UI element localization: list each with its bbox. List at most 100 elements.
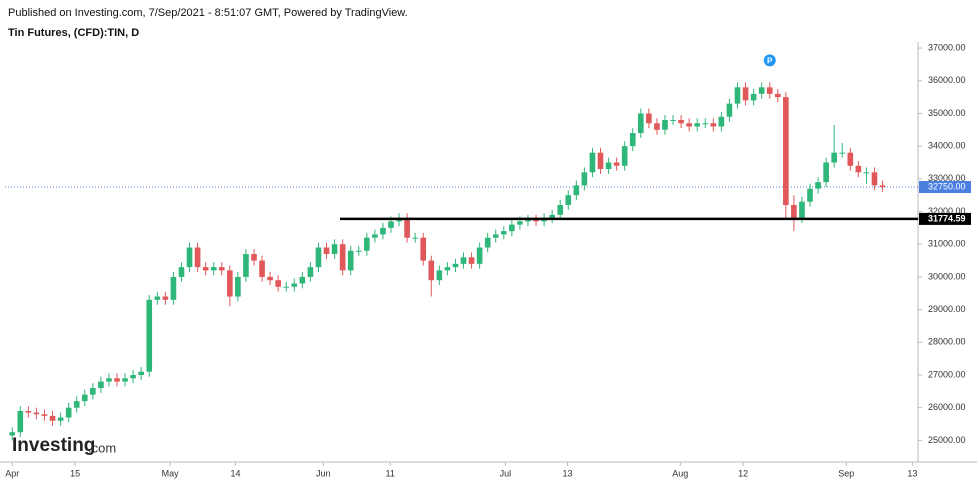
candle-body (517, 221, 523, 225)
candle-body (702, 123, 709, 125)
candle-body (468, 257, 475, 264)
candle-body (774, 93, 781, 98)
candle-body (9, 432, 16, 436)
marker-badge (763, 54, 776, 67)
candle-body (509, 224, 515, 232)
candle-body (275, 280, 281, 287)
candle-body (114, 378, 120, 382)
candle-body (331, 244, 338, 255)
x-tick-label: Apr (5, 468, 19, 478)
candle-body (267, 276, 273, 281)
x-tick-label: Jun (316, 468, 331, 478)
candle-body (106, 378, 112, 382)
y-tick-label: 26000.00 (928, 402, 966, 412)
candle-body (81, 394, 88, 402)
candle-body (839, 152, 846, 154)
candle-body (654, 123, 660, 130)
candle-body (299, 276, 306, 284)
candle-body (202, 267, 209, 271)
y-tick-label: 37000.00 (928, 42, 966, 52)
candle-body (589, 152, 596, 173)
candle-body (363, 237, 370, 251)
candle-body (178, 267, 185, 277)
candle-body (484, 237, 491, 248)
candle-body (355, 250, 362, 252)
candle-body (315, 247, 322, 268)
marker-label: P (767, 57, 773, 66)
y-tick-label: 32000.00 (928, 206, 966, 216)
support-label-bg (919, 212, 971, 225)
candle-body (154, 296, 161, 300)
candle-body (283, 286, 290, 288)
candle-body (227, 270, 233, 297)
candle-body (194, 247, 201, 268)
candle-body (25, 410, 32, 413)
candle-body (533, 219, 539, 222)
candle-body (412, 237, 418, 239)
candle-body (750, 93, 757, 101)
candle-body (404, 218, 410, 238)
candle-body (637, 113, 644, 134)
candle-body (565, 195, 572, 205)
candle-body (307, 267, 314, 277)
candle-body (734, 87, 741, 104)
candle-body (259, 260, 265, 277)
candle-body (428, 260, 435, 281)
candle-body (323, 247, 330, 255)
candle-body (138, 371, 145, 375)
support-label: 31774.59 (928, 213, 966, 223)
candle-body (718, 116, 725, 127)
y-tick-label: 29000.00 (928, 304, 966, 314)
candle-body (605, 162, 612, 170)
y-tick-label: 27000.00 (928, 369, 966, 379)
candle-body (420, 237, 427, 261)
candle-body (573, 185, 580, 196)
candle-body (670, 120, 676, 121)
candle-body (621, 146, 628, 166)
last-price-label: 32750.00 (928, 181, 966, 191)
candle-body (597, 152, 604, 170)
x-tick-label: Jul (500, 468, 512, 478)
candle-body (460, 257, 467, 264)
candle-body (557, 205, 564, 215)
candle-body (122, 378, 128, 382)
candle-body (831, 152, 838, 163)
candle-body (186, 247, 193, 268)
y-tick-label: 28000.00 (928, 337, 966, 347)
candle-body (251, 254, 257, 261)
candle-body (49, 415, 56, 421)
candle-body (380, 227, 386, 235)
candle-body (492, 234, 499, 238)
candle-body (339, 244, 346, 271)
candle-body (766, 87, 773, 94)
candle-body (57, 417, 64, 421)
candle-body (452, 263, 459, 268)
candle-body (686, 123, 692, 127)
candle-body (662, 120, 668, 130)
candle-body (549, 214, 555, 219)
y-tick-label: 34000.00 (928, 141, 966, 151)
candle-body (218, 267, 225, 271)
candle-body (581, 172, 588, 186)
candle-body (807, 188, 813, 202)
candle-body (73, 401, 80, 408)
candle-body (291, 283, 298, 287)
x-tick-label: Aug (672, 468, 688, 478)
candle-body (823, 162, 829, 183)
x-tick-label: 14 (230, 468, 240, 478)
candle-body (742, 87, 749, 101)
candle-body (388, 221, 394, 228)
x-tick-label: 12 (738, 468, 748, 478)
candle-body (629, 133, 636, 147)
candle-body (347, 250, 354, 271)
candle-body (130, 375, 136, 379)
candle-body (444, 267, 451, 271)
candle-body (500, 231, 507, 235)
y-tick-label: 25000.00 (928, 435, 966, 445)
y-tick-label: 31000.00 (928, 239, 966, 249)
last-price-label-bg (919, 181, 971, 194)
candle-body (613, 162, 620, 166)
candle-body (41, 414, 48, 416)
candle-body (726, 103, 733, 117)
